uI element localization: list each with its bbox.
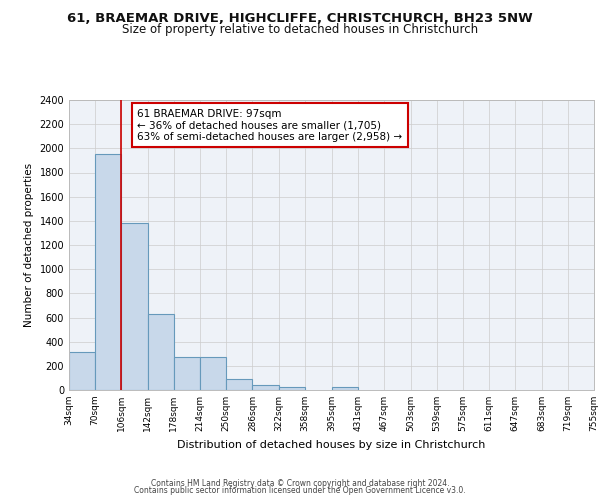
Bar (121, 223, 148, 390)
Bar (174, 357, 200, 390)
Bar (69, 352, 95, 390)
Bar (332, 387, 358, 390)
Bar (95, 154, 121, 390)
Text: Contains public sector information licensed under the Open Government Licence v3: Contains public sector information licen… (134, 486, 466, 495)
Text: Contains HM Land Registry data © Crown copyright and database right 2024.: Contains HM Land Registry data © Crown c… (151, 478, 449, 488)
Text: 61, BRAEMAR DRIVE, HIGHCLIFFE, CHRISTCHURCH, BH23 5NW: 61, BRAEMAR DRIVE, HIGHCLIFFE, CHRISTCHU… (67, 12, 533, 26)
Y-axis label: Number of detached properties: Number of detached properties (24, 163, 34, 327)
Text: 61 BRAEMAR DRIVE: 97sqm
← 36% of detached houses are smaller (1,705)
63% of semi: 61 BRAEMAR DRIVE: 97sqm ← 36% of detache… (137, 108, 403, 142)
Bar (226, 378, 253, 390)
Bar (148, 314, 174, 390)
Text: Size of property relative to detached houses in Christchurch: Size of property relative to detached ho… (122, 22, 478, 36)
X-axis label: Distribution of detached houses by size in Christchurch: Distribution of detached houses by size … (178, 440, 485, 450)
Bar (200, 357, 226, 390)
Bar (253, 385, 279, 390)
Bar (279, 387, 305, 390)
